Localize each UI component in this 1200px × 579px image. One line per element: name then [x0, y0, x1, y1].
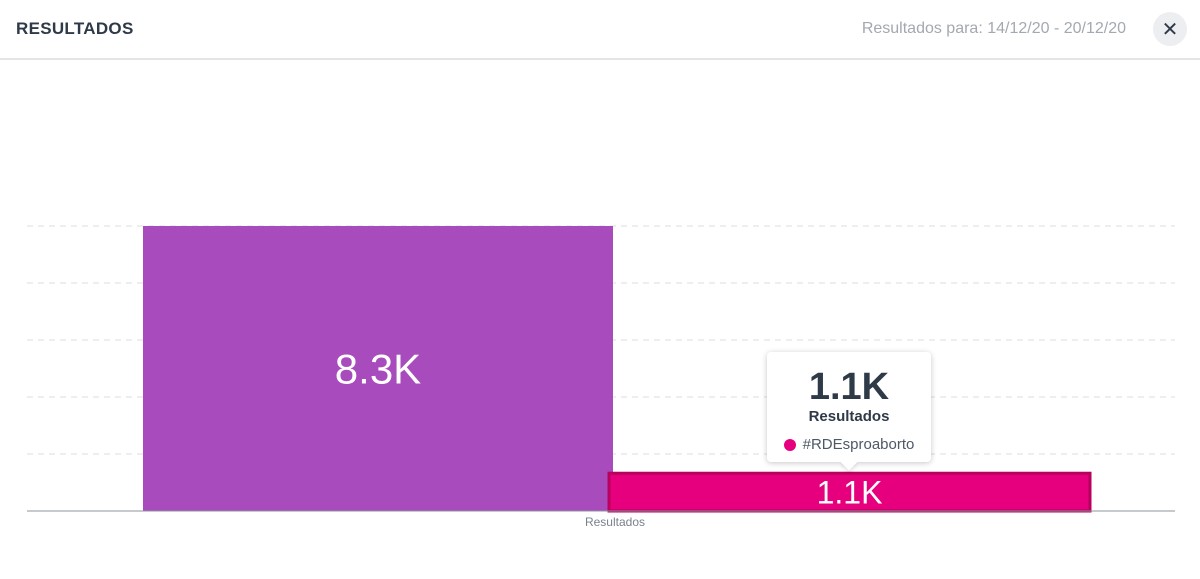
close-icon: ✕: [1161, 18, 1179, 41]
close-button[interactable]: ✕: [1153, 12, 1187, 46]
bar-value-label-2: 1.1K: [817, 475, 883, 511]
page-title: RESULTADOS: [16, 19, 134, 38]
tooltip-label: Resultados: [808, 408, 890, 425]
bar-series-1[interactable]: [143, 226, 613, 511]
bar-series-2[interactable]: [607, 471, 1092, 513]
tooltip-series: #RDEsproaborto: [767, 436, 931, 453]
tooltip-value: 1.1K: [808, 366, 890, 408]
bar-value-label-1: 8.3K: [335, 346, 421, 393]
chart-tooltip: 1.1K Resultados #RDEsproaborto: [767, 352, 931, 462]
x-tick-label: Resultados: [585, 515, 645, 529]
tooltip-series-name: #RDEsproaborto: [802, 436, 915, 453]
modal-header: RESULTADOS Resultados para: 14/12/20 - 2…: [0, 0, 1200, 60]
date-range-label: Resultados para: 14/12/20 - 20/12/20: [861, 20, 1126, 37]
tooltip-series-dot: [783, 438, 796, 451]
